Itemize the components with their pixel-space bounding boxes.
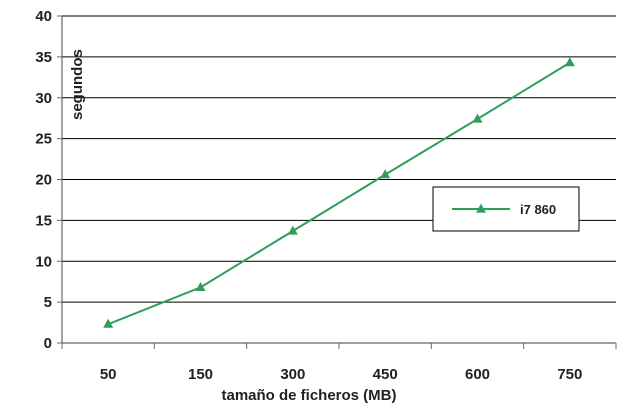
y-tick-label: 35 [35, 49, 52, 66]
x-tick-label: 50 [100, 366, 117, 383]
data-point [380, 169, 391, 179]
x-axis-label: tamaño de ficheros (MB) [221, 387, 396, 404]
legend-marker [476, 203, 486, 213]
x-tick-label: 600 [465, 366, 490, 383]
y-tick-label: 5 [44, 294, 52, 311]
y-tick-label: 0 [44, 335, 52, 352]
y-tick-label: 30 [35, 90, 52, 107]
x-tick-label: 150 [188, 366, 213, 383]
data-point [564, 57, 575, 67]
legend: i7 860 [432, 186, 580, 232]
data-point [195, 282, 206, 292]
series-line-0 [107, 61, 571, 326]
axes [57, 15, 617, 349]
y-tick-label: 25 [35, 131, 52, 148]
series [103, 57, 575, 328]
y-tick-label: 40 [35, 8, 52, 25]
data-point [103, 318, 114, 328]
y-tick-label: 20 [35, 172, 52, 189]
x-tick-labels: 50 150 300 450 600 750 [100, 366, 583, 383]
data-point [287, 225, 298, 235]
y-tick-label: 10 [35, 253, 52, 270]
y-tick-labels: 0 5 10 15 20 25 30 35 40 [35, 8, 52, 352]
x-tick-label: 300 [280, 366, 305, 383]
data-point [472, 113, 483, 123]
y-tick-label: 15 [35, 212, 52, 229]
grid-lines [62, 15, 616, 303]
x-tick-label: 450 [373, 366, 398, 383]
y-axis-label: segundos [69, 49, 86, 120]
legend-label: i7 860 [520, 202, 556, 217]
x-tick-label: 750 [557, 366, 582, 383]
